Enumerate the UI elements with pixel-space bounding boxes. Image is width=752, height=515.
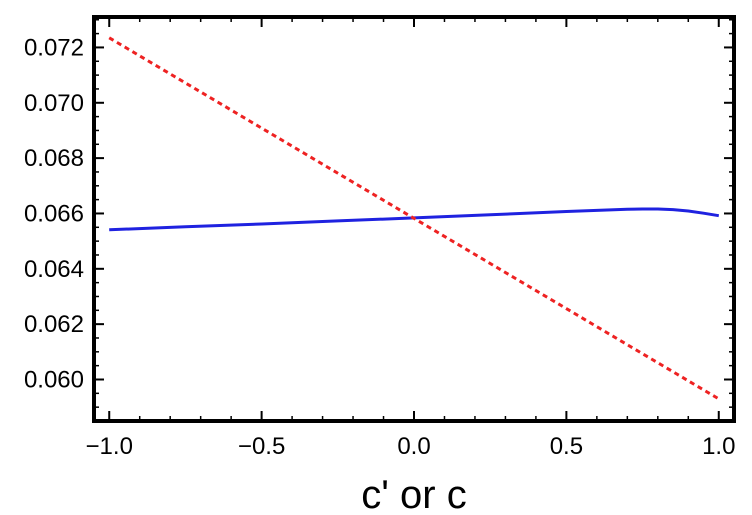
x-axis-title: c' or c xyxy=(361,473,466,515)
x-tick-label: −1.0 xyxy=(86,433,133,460)
series-layer xyxy=(108,36,720,401)
y-tick-label: 0.066 xyxy=(24,200,84,227)
y-tick-label: 0.060 xyxy=(24,366,84,393)
y-tick-label: 0.068 xyxy=(24,145,84,172)
series-line-2 xyxy=(108,36,720,401)
series-line-1 xyxy=(109,207,720,232)
y-tick-label: 0.072 xyxy=(24,34,84,61)
x-tick-label: −0.5 xyxy=(238,433,285,460)
y-tick-label: 0.070 xyxy=(24,90,84,117)
x-tick-label: 0.0 xyxy=(397,433,430,460)
y-tick-label: 0.062 xyxy=(24,311,84,338)
x-tick-label: 0.5 xyxy=(550,433,583,460)
x-tick-label: 1.0 xyxy=(702,433,735,460)
y-tick-label: 0.064 xyxy=(24,256,84,283)
tick-label-layer: −1.0 −0.5 0.0 0.5 1.0 0.060 0.062 0.064 0.066 0.0… xyxy=(24,34,736,460)
tick-layer xyxy=(94,17,734,422)
